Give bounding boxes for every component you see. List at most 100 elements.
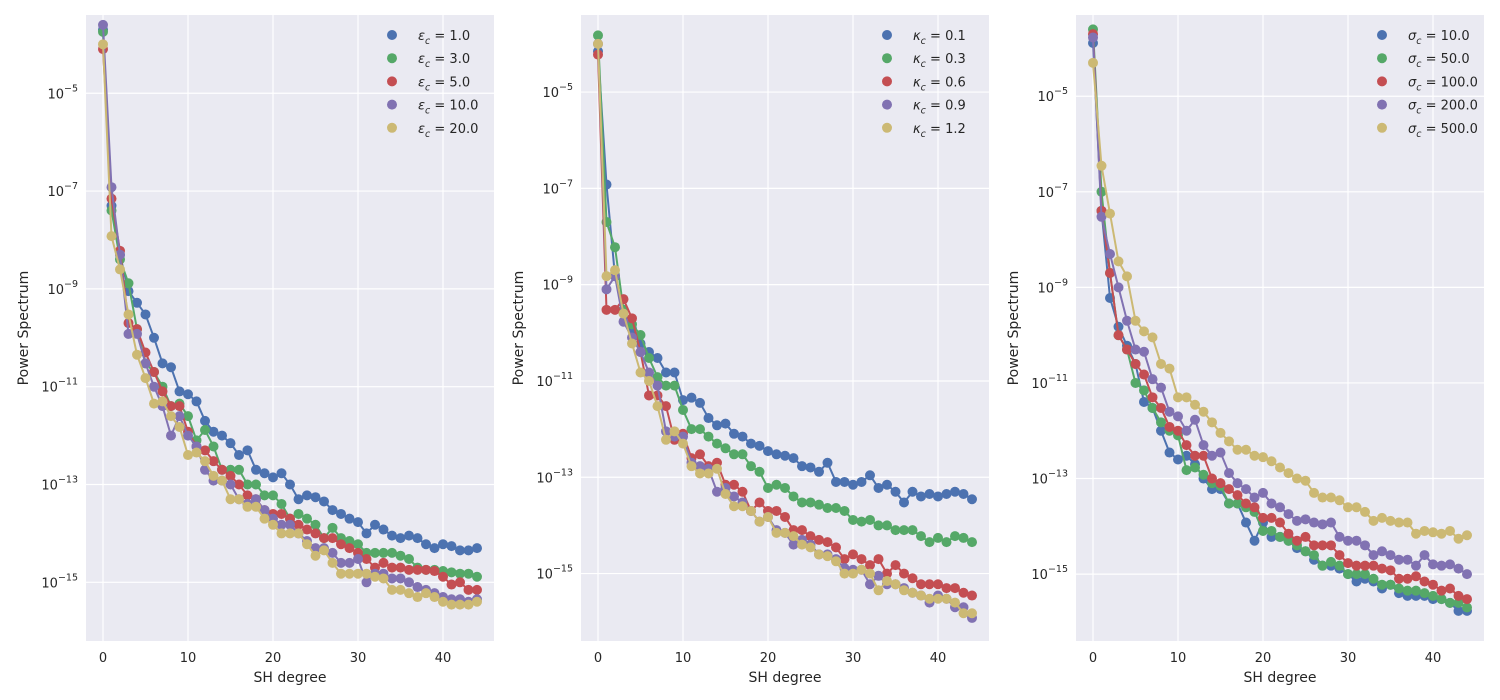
data-point — [319, 545, 329, 556]
data-point — [1453, 533, 1464, 544]
data-point — [797, 461, 807, 472]
data-point — [644, 390, 654, 401]
data-point — [703, 468, 714, 479]
data-point — [771, 505, 782, 516]
data-point — [661, 367, 671, 378]
data-point — [916, 531, 926, 542]
data-point — [1088, 32, 1098, 43]
data-point — [652, 372, 663, 383]
data-point — [395, 573, 406, 584]
data-point — [1198, 440, 1209, 451]
data-point — [822, 551, 833, 562]
data-point — [907, 525, 918, 536]
data-point — [344, 535, 355, 546]
legend-entry: σc = 10.0 — [1408, 29, 1470, 47]
y-tick-label: 10−9 — [542, 275, 573, 294]
data-point — [729, 491, 739, 502]
data-point — [387, 584, 397, 595]
data-point — [1283, 468, 1294, 479]
data-point — [1164, 363, 1175, 374]
data-point — [336, 539, 346, 550]
data-point — [1156, 425, 1166, 436]
data-point — [200, 415, 210, 426]
data-point — [763, 446, 773, 457]
data-point — [1198, 406, 1209, 417]
data-point — [669, 367, 680, 378]
data-point — [695, 449, 705, 460]
data-point — [746, 438, 756, 449]
data-point — [1156, 358, 1166, 369]
data-point — [941, 593, 952, 604]
data-point — [234, 464, 244, 475]
data-point — [856, 516, 867, 527]
data-point — [1258, 525, 1268, 536]
data-point — [848, 514, 858, 525]
y-tick-label: 10−13 — [536, 467, 573, 486]
legend-marker — [882, 30, 892, 40]
data-point — [429, 543, 440, 554]
data-point — [344, 543, 355, 554]
data-point — [1326, 556, 1336, 567]
data-point — [941, 488, 952, 499]
data-point — [669, 380, 680, 391]
data-point — [865, 560, 875, 571]
data-point — [754, 440, 765, 451]
data-point — [293, 528, 304, 539]
data-point — [1343, 569, 1353, 580]
series-5 — [98, 39, 482, 610]
data-point — [661, 380, 671, 391]
data-point — [344, 513, 355, 524]
data-point — [1300, 531, 1311, 542]
data-point — [293, 519, 304, 530]
data-point — [814, 549, 824, 560]
data-point — [1088, 57, 1098, 68]
data-point — [1190, 399, 1200, 410]
data-point — [251, 464, 261, 475]
data-point — [191, 447, 202, 458]
data-point — [387, 530, 397, 541]
data-point — [463, 568, 474, 579]
legend-marker — [387, 122, 397, 133]
data-point — [678, 404, 688, 415]
data-point — [873, 554, 884, 565]
data-point — [933, 593, 943, 604]
data-point — [703, 431, 714, 442]
data-point — [387, 573, 397, 584]
data-point — [1215, 447, 1226, 458]
data-point — [361, 577, 372, 588]
data-point — [1181, 465, 1192, 476]
data-point — [1360, 506, 1370, 517]
data-point — [361, 528, 372, 539]
data-point — [822, 503, 833, 514]
data-point — [1147, 332, 1158, 343]
data-point — [1241, 444, 1251, 455]
data-point — [661, 401, 671, 412]
data-point — [183, 411, 193, 422]
data-point — [1181, 425, 1192, 436]
data-point — [1368, 550, 1379, 561]
data-point — [149, 366, 159, 377]
data-point — [115, 264, 125, 275]
data-point — [1411, 585, 1421, 596]
data-point — [1241, 484, 1251, 495]
data-point — [123, 309, 134, 320]
data-point — [370, 547, 380, 558]
data-point — [1326, 517, 1336, 528]
data-point — [336, 508, 346, 519]
data-point — [1317, 540, 1328, 551]
data-point — [890, 560, 901, 571]
data-point — [797, 525, 807, 536]
data-point — [856, 554, 867, 565]
data-point — [132, 328, 142, 339]
data-point — [1113, 330, 1124, 341]
data-point — [839, 554, 850, 565]
data-point — [378, 557, 389, 568]
data-point — [1249, 535, 1260, 546]
data-point — [746, 505, 756, 516]
data-point — [463, 584, 474, 595]
data-point — [958, 587, 969, 598]
legend-entry: εc = 1.0 — [418, 29, 470, 47]
data-point — [1258, 487, 1268, 498]
legend-marker — [882, 99, 892, 110]
data-point — [242, 490, 253, 501]
